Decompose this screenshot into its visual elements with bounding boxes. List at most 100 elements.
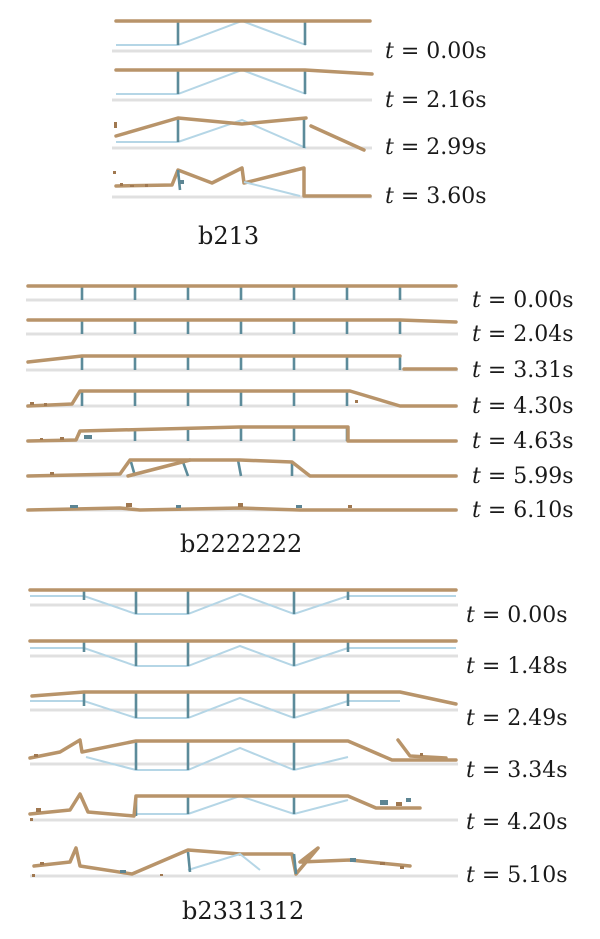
debris — [60, 437, 64, 440]
frame-b213-t4 — [112, 166, 372, 199]
debris — [420, 753, 423, 756]
deck-beam-fallen — [396, 738, 448, 760]
truss-struts — [136, 794, 349, 816]
debris — [160, 874, 163, 876]
frame-b2331312-t0 — [28, 588, 458, 616]
debris — [355, 400, 358, 403]
time-label: t = 6.10s — [472, 498, 574, 523]
truss-struts — [187, 852, 261, 871]
frame-b2222222-t6 — [26, 503, 458, 512]
deck-beam-rubble — [26, 506, 458, 512]
time-label: t = 0.00s — [466, 603, 568, 628]
debris — [30, 402, 34, 405]
debris — [34, 754, 38, 757]
frame-b2331312-t1 — [28, 639, 458, 668]
frame-b2222222-t4 — [26, 425, 458, 443]
frame-b2331312-t4 — [28, 792, 458, 822]
deck-beam — [26, 458, 458, 478]
time-label: t = 0.00s — [472, 288, 574, 313]
truss-post — [236, 459, 243, 477]
panel-b213 — [112, 19, 374, 199]
time-label: t = 2.04s — [472, 322, 574, 347]
truss-struts — [30, 644, 456, 668]
frame-b2222222-t1 — [26, 318, 458, 336]
frame-b2222222-t5 — [26, 458, 458, 478]
debris — [400, 866, 404, 869]
deck-beam-fallen — [309, 124, 366, 152]
frame-b2222222-t2 — [26, 354, 458, 372]
debris — [40, 438, 43, 440]
debris — [30, 818, 33, 821]
time-label: t = 3.60s — [385, 184, 487, 209]
truss-struts — [116, 68, 307, 95]
time-label: t = 4.63s — [472, 429, 574, 454]
time-label: t = 0.00s — [385, 39, 487, 64]
frame-b213-t0 — [112, 19, 372, 53]
debris — [32, 874, 35, 877]
debris — [113, 171, 116, 174]
time-label: t = 1.48s — [466, 654, 568, 679]
time-label: t = 4.30s — [472, 394, 574, 419]
time-label: t = 5.99s — [472, 464, 574, 489]
debris — [40, 862, 44, 865]
deck-beam-collapsed — [114, 166, 372, 198]
deck-beam-fallen — [126, 458, 192, 478]
deck-beam — [28, 738, 458, 762]
deck-beam — [114, 68, 374, 76]
debris — [348, 505, 352, 508]
truss-post — [186, 851, 192, 873]
frame-b2331312-t3 — [28, 738, 458, 772]
debris — [36, 808, 41, 812]
deck-beam — [26, 425, 458, 443]
time-label: t = 3.31s — [472, 358, 574, 383]
time-label: t = 4.20s — [466, 810, 568, 835]
truss-struts — [30, 696, 400, 720]
frame-b213-t3 — [112, 116, 372, 152]
deck-beam — [28, 792, 422, 818]
truss-struts — [85, 746, 349, 772]
debris — [84, 435, 92, 439]
truss-post — [181, 461, 190, 477]
debris — [396, 802, 402, 806]
time-label: t = 2.49s — [466, 706, 568, 731]
frame-b2222222-t0 — [26, 284, 458, 302]
frame-b213-t2 — [112, 68, 374, 102]
debris — [145, 184, 148, 187]
debris — [406, 798, 411, 802]
panel-caption: b2222222 — [180, 530, 302, 558]
debris — [296, 505, 302, 508]
debris — [350, 858, 356, 862]
frame-b2331312-t5 — [30, 846, 458, 878]
time-label: t = 5.10s — [466, 863, 568, 888]
truss-post — [176, 169, 182, 191]
truss-struts — [30, 592, 456, 616]
debris — [120, 870, 126, 873]
deck-beam — [26, 354, 402, 364]
debris — [238, 503, 243, 507]
debris — [180, 180, 184, 184]
frame-b2331312-t2 — [30, 690, 458, 720]
truss-struts — [243, 181, 301, 197]
debris — [176, 505, 181, 508]
truss-struts — [116, 19, 307, 46]
panel-b2331312 — [28, 588, 458, 878]
debris — [380, 800, 388, 805]
truss-struts — [116, 118, 307, 149]
deck-beam — [30, 690, 458, 706]
panel-caption: b2331312 — [182, 897, 304, 925]
truss-post — [292, 853, 298, 875]
deck-beam — [26, 318, 458, 324]
time-label: t = 3.34s — [466, 758, 568, 783]
deck-beam — [26, 389, 458, 408]
debris — [44, 403, 47, 406]
debris — [114, 122, 117, 128]
panel-b2222222 — [26, 284, 458, 512]
debris — [50, 472, 54, 475]
debris — [120, 183, 123, 186]
debris — [130, 185, 134, 187]
frame-b2222222-t3 — [26, 389, 458, 408]
deck-beam — [114, 116, 308, 138]
time-label: t = 2.99s — [385, 135, 487, 160]
debris — [126, 503, 132, 507]
